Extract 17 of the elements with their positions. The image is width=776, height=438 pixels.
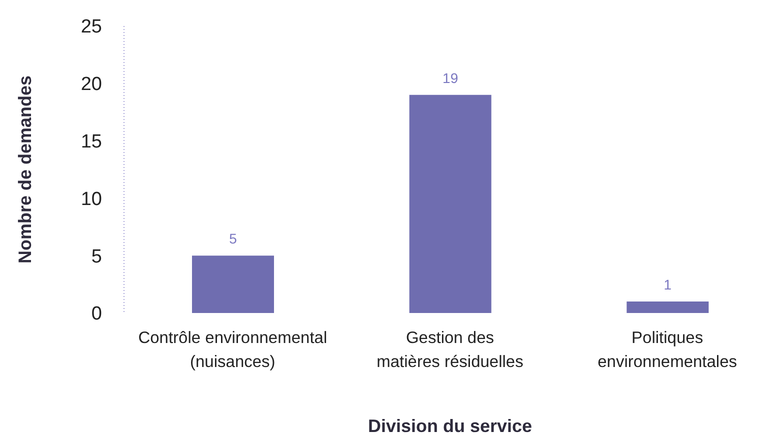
x-axis-title: Division du service (368, 416, 532, 436)
bar (409, 94, 492, 313)
y-tick-label: 0 (91, 304, 102, 325)
bar (192, 256, 274, 313)
y-tick-label: 15 (80, 132, 102, 153)
data-label: 1 (664, 276, 672, 293)
data-label: 19 (442, 70, 458, 86)
y-tick-label: 5 (91, 246, 102, 268)
x-tick-label: Contrôle environnemental (nuisances) (138, 329, 328, 371)
bar (626, 302, 709, 313)
y-tick-label: 20 (80, 74, 102, 96)
x-tick-label: Gestion des matières résiduelles (376, 329, 524, 371)
y-tick-label: 25 (80, 16, 102, 38)
y-axis-title: Nombre de demandes (14, 75, 35, 264)
x-tick-label: Politiques environnementales (598, 329, 738, 371)
data-label: 5 (229, 230, 238, 247)
y-tick-label: 10 (80, 188, 102, 210)
